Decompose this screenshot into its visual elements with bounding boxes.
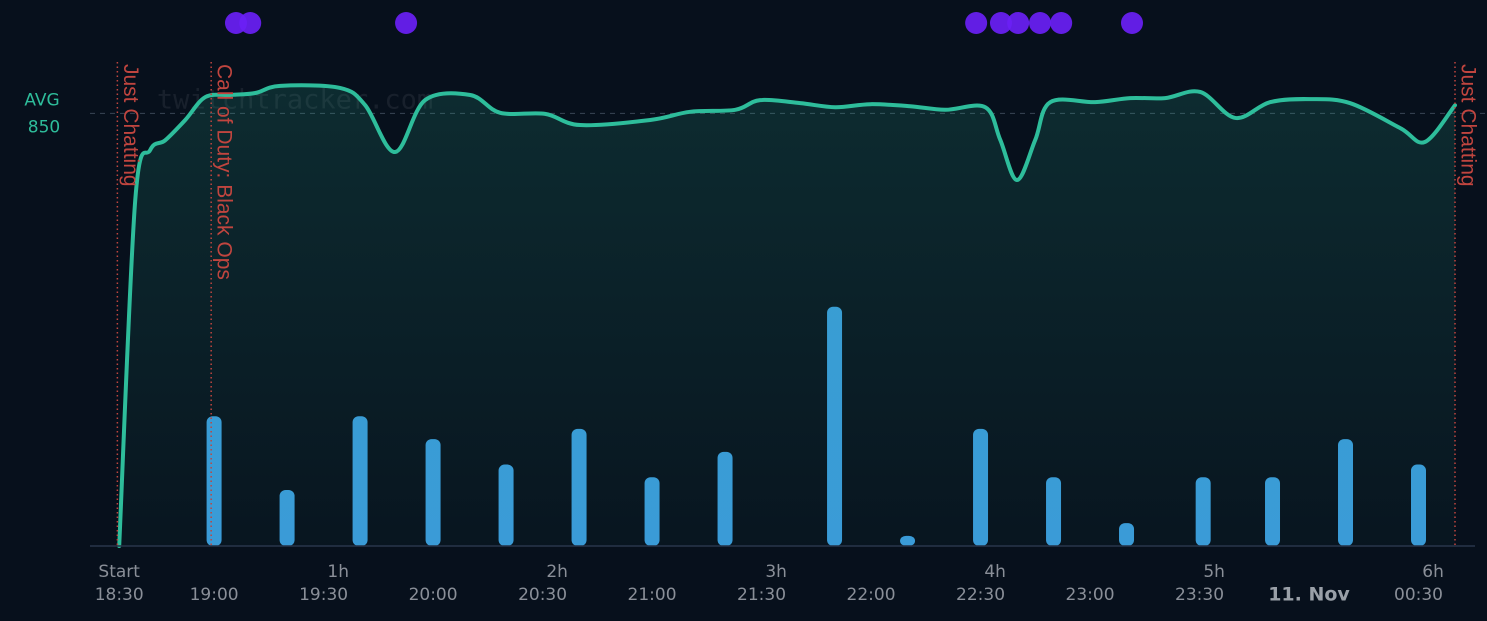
average-label: AVG (24, 90, 59, 110)
annotation-label: Just Chatting (1456, 64, 1479, 187)
annotation-label: Just Chatting (119, 64, 142, 187)
x2-tick-label: 21:00 (628, 585, 677, 605)
x2-tick-label: 22:30 (956, 585, 1005, 605)
event-dot (989, 12, 1012, 34)
x2-tick-label: 22:00 (847, 585, 896, 605)
x2-tick-label: 20:00 (409, 585, 458, 605)
x-tick-label: 5h (1203, 562, 1225, 582)
event-dot (1120, 12, 1143, 34)
event-dot (1050, 12, 1073, 34)
event-dot (965, 12, 988, 34)
x2-tick-label: 18:30 (95, 585, 144, 605)
x2-tick-label: 23:30 (1175, 585, 1224, 605)
x-tick-label: 4h (984, 562, 1006, 582)
x-tick-label: 6h (1422, 562, 1444, 582)
annotation-label: Call of Duty: Black Ops (213, 64, 236, 280)
event-dot (395, 12, 418, 34)
area-fill (119, 85, 1455, 546)
event-dot (239, 12, 262, 34)
x2-tick-label: 23:00 (1066, 585, 1115, 605)
x2-tick-label: 19:30 (299, 585, 348, 605)
event-dot (1007, 12, 1030, 34)
x2-tick-label: 11. Nov (1268, 584, 1350, 606)
x-tick-label: 2h (546, 562, 568, 582)
x2-tick-label: 00:30 (1394, 585, 1443, 605)
x2-tick-label: 19:00 (190, 585, 239, 605)
event-dot (1029, 12, 1052, 34)
x-tick-label: 3h (765, 562, 787, 582)
x2-tick-label: 21:30 (737, 585, 786, 605)
viewer-line (117, 83, 1457, 548)
x-tick-label: Start (98, 562, 140, 582)
average-value: 850 (28, 117, 60, 137)
x2-tick-label: 20:30 (518, 585, 567, 605)
x-tick-label: 1h (327, 562, 349, 582)
